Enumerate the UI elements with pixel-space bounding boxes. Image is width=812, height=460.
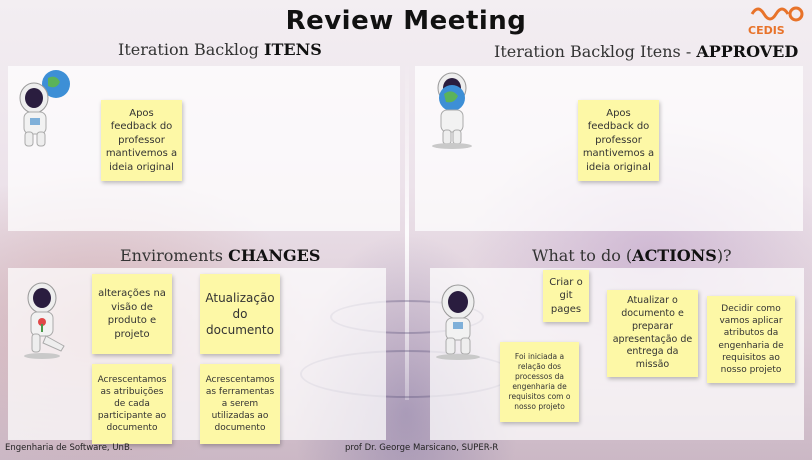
sticky-note: Acrescentamos as atribuições de cada par… — [92, 364, 172, 444]
sticky-note: Acrescentamos as ferramentas a serem uti… — [200, 364, 280, 444]
background-spire — [405, 60, 409, 400]
cedis-logo: CEDIS — [746, 2, 810, 37]
page-title: Review Meeting — [285, 6, 527, 36]
sticky-note: Atualização do documento — [200, 274, 280, 354]
actions-heading: What to do (ACTIONS)? — [532, 246, 732, 265]
astronaut-globe-icon — [12, 68, 76, 150]
footer-center: prof Dr. George Marsicano, SUPER-R — [345, 443, 499, 453]
footer-left: Engenharia de Software, UnB. — [5, 443, 133, 453]
sticky-note: Apos feedback do professor mantivemos a … — [578, 100, 659, 181]
astronaut-standing-icon — [424, 280, 488, 362]
sticky-note: Decidir como vamos aplicar atributos da … — [707, 296, 795, 383]
approved-heading: Iteration Backlog Itens - APPROVED — [494, 42, 799, 61]
sticky-note: alterações na visão de produto e projeto — [92, 274, 172, 354]
sticky-note: Atualizar o documento e preparar apresen… — [607, 290, 698, 377]
sticky-note: Foi iniciada a relação dos processos da … — [500, 342, 579, 422]
changes-panel — [8, 268, 386, 440]
sticky-note: Criar o git pages — [543, 270, 589, 322]
astronaut-holding-earth-icon — [428, 68, 476, 150]
backlog-panel — [8, 66, 400, 231]
backlog-heading: Iteration Backlog ITENS — [118, 40, 322, 59]
sticky-note: Apos feedback do professor mantivemos a … — [101, 100, 182, 181]
astronaut-flower-icon — [14, 280, 72, 362]
logo-text: CEDIS — [748, 24, 785, 36]
changes-heading: Enviroments CHANGES — [120, 246, 321, 265]
